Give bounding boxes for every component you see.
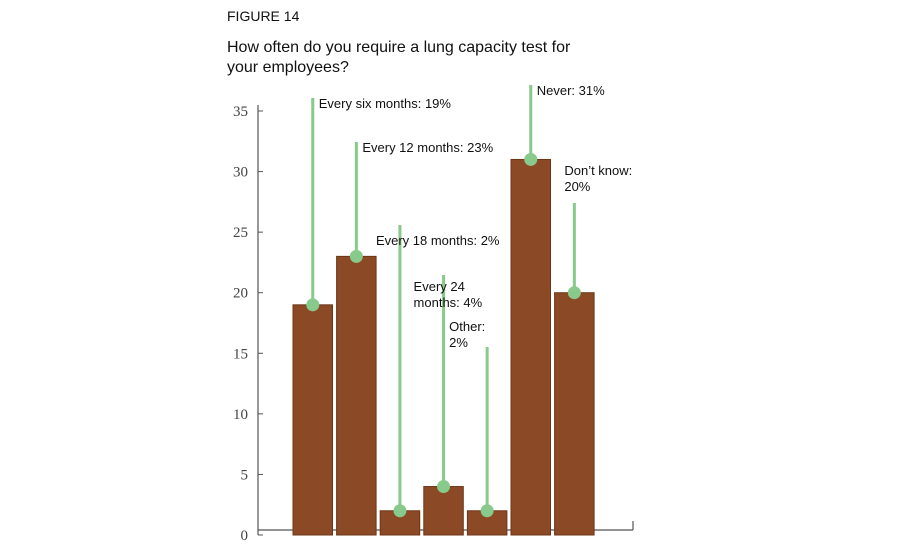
- data-label: Every 24 months: 4%: [414, 279, 483, 310]
- y-tick-label: 5: [241, 467, 249, 483]
- data-label: Don’t know: 20%: [564, 163, 632, 194]
- y-tick-label: 30: [233, 165, 248, 181]
- y-tick-label: 35: [233, 104, 248, 120]
- value-marker: [480, 504, 494, 518]
- value-marker: [349, 249, 363, 263]
- figure-label: FIGURE 14: [227, 8, 300, 24]
- y-tick-label: 25: [233, 225, 248, 241]
- y-tick-label: 10: [233, 407, 248, 423]
- bar: [554, 292, 595, 536]
- value-marker: [567, 286, 581, 300]
- data-label: Every six months: 19%: [319, 96, 452, 111]
- data-label: Other: 2%: [449, 319, 485, 350]
- value-marker: [437, 480, 451, 494]
- value-marker: [524, 152, 538, 166]
- bar: [510, 158, 551, 536]
- y-tick-label: 0: [241, 528, 249, 544]
- value-marker: [393, 504, 407, 518]
- y-tick-label: 20: [233, 286, 248, 302]
- y-tick-label: 15: [233, 346, 248, 362]
- data-label: Every 12 months: 23%: [362, 140, 493, 155]
- bar: [379, 510, 421, 536]
- data-label: Every 18 months: 2%: [376, 233, 500, 248]
- bar: [292, 304, 333, 536]
- data-label: Never: 31%: [537, 83, 605, 98]
- value-marker: [306, 298, 320, 312]
- bar: [336, 255, 377, 536]
- bar: [423, 486, 464, 536]
- chart-title: How often do you require a lung capacity…: [227, 39, 571, 76]
